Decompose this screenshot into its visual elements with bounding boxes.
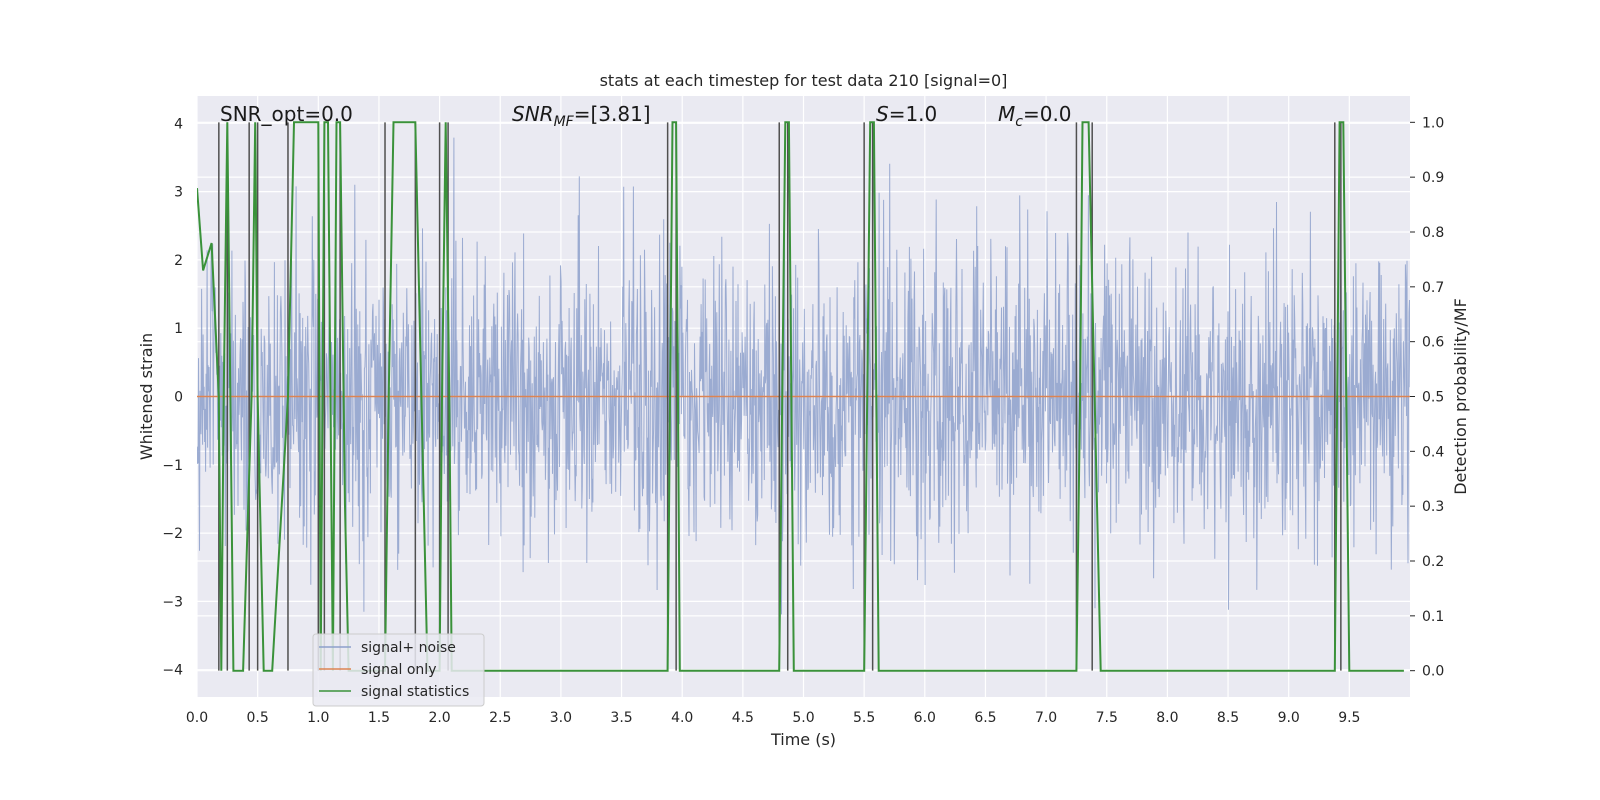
snr-mf-subscript: MF <box>554 114 575 130</box>
y2-tick-label: 1.0 <box>1422 115 1444 131</box>
x-axis-ticks: 0.0 0.5 1.0 1.5 2.0 2.5 3.0 3.5 4.0 4.5 5.0 5.5 6.0 6… <box>186 710 1361 726</box>
x-tick-label: 0.5 <box>247 710 269 726</box>
y2-tick-label: 0.4 <box>1422 444 1444 460</box>
chart-title: stats at each timestep for test data 210… <box>600 71 1008 90</box>
x-tick-label: 4.5 <box>732 710 754 726</box>
mc-value: =0.0 <box>1023 102 1072 126</box>
series-signal-noise <box>197 137 1410 615</box>
x-tick-label: 8.5 <box>1217 710 1239 726</box>
y-axis-ticks: −4 −3 −2 −1 0 1 2 3 4 <box>162 116 183 678</box>
legend-label-signal-only: signal only <box>361 662 436 678</box>
x-axis-label: Time (s) <box>770 730 836 749</box>
y2-tick-label: 0.3 <box>1422 499 1444 515</box>
x-tick-label: 2.5 <box>489 710 511 726</box>
legend: signal+ noise signal only signal statist… <box>312 633 485 707</box>
annotation-s: S=1.0 <box>876 102 937 126</box>
legend-label-signal-statistics: signal statistics <box>361 684 469 700</box>
x-tick-label: 1.5 <box>368 710 390 726</box>
x-tick-label: 4.0 <box>671 710 693 726</box>
y-tick-label: 2 <box>174 253 183 269</box>
y-tick-label: −3 <box>162 594 183 610</box>
annotation-mc: Mc=0.0 <box>998 102 1072 130</box>
y2-axis-label: Detection probability/MF <box>1451 298 1470 495</box>
x-tick-label: 0.0 <box>186 710 208 726</box>
x-tick-label: 3.5 <box>610 710 632 726</box>
y-tick-label: 0 <box>174 390 183 406</box>
y2-tick-label: 0.0 <box>1422 664 1444 680</box>
y-tick-label: −1 <box>162 458 183 474</box>
x-tick-label: 2.0 <box>428 710 450 726</box>
x-tick-label: 1.0 <box>307 710 329 726</box>
x-tick-label: 5.0 <box>792 710 814 726</box>
y2-tick-label: 0.6 <box>1422 335 1444 351</box>
x-tick-label: 3.0 <box>550 710 572 726</box>
y2-tick-label: 0.9 <box>1422 170 1444 186</box>
series-signal-statistics <box>197 121 1404 672</box>
x-tick-label: 8.0 <box>1156 710 1178 726</box>
x-tick-label: 7.0 <box>1035 710 1057 726</box>
annotation-snr-opt: SNR_opt=0.0 <box>220 102 353 126</box>
mc-subscript: c <box>1015 114 1023 130</box>
x-tick-label: 9.5 <box>1338 710 1360 726</box>
y2-axis-ticks: 0.0 0.1 0.2 0.3 0.4 0.5 0.6 0.7 0.8 0.9 1.0 <box>1410 115 1444 680</box>
y2-tick-label: 0.2 <box>1422 554 1444 570</box>
x-tick-label: 6.5 <box>974 710 996 726</box>
x-tick-label: 6.0 <box>914 710 936 726</box>
snr-mf-symbol: SNR <box>512 102 554 126</box>
snr-mf-value: =[3.81] <box>574 102 651 126</box>
y-tick-label: 3 <box>174 185 183 201</box>
s-value: =1.0 <box>889 102 938 126</box>
x-tick-label: 9.0 <box>1278 710 1300 726</box>
x-tick-label: 7.5 <box>1096 710 1118 726</box>
legend-label-signal-noise: signal+ noise <box>361 640 456 656</box>
y-tick-label: −4 <box>162 663 183 679</box>
y-axis-label: Whitened strain <box>137 333 156 460</box>
y-tick-label: 4 <box>174 116 183 132</box>
y2-tick-label: 0.7 <box>1422 280 1444 296</box>
y2-tick-label: 0.8 <box>1422 225 1444 241</box>
y2-tick-label: 0.5 <box>1422 390 1444 406</box>
mc-symbol: M <box>998 102 1015 126</box>
y-tick-label: −2 <box>162 526 183 542</box>
s-symbol: S <box>876 102 889 126</box>
legend-box <box>312 633 485 707</box>
noise-trace <box>197 137 1410 615</box>
y2-tick-label: 0.1 <box>1422 609 1444 625</box>
x-tick-label: 5.5 <box>853 710 875 726</box>
annotation-snr-mf: SNRMF=[3.81] <box>512 102 651 130</box>
y-tick-label: 1 <box>174 321 183 337</box>
